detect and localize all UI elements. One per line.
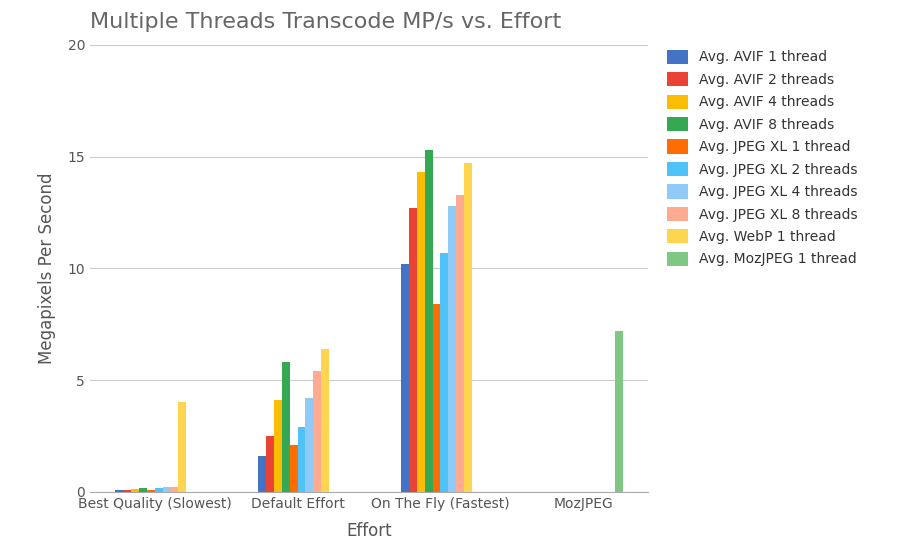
Bar <box>440 253 448 492</box>
Bar <box>409 208 417 492</box>
Bar <box>321 349 329 492</box>
Bar <box>290 445 298 492</box>
Bar <box>448 206 456 492</box>
Bar <box>139 488 147 492</box>
Bar <box>464 163 472 492</box>
Bar <box>298 427 305 492</box>
Text: Multiple Threads Transcode MP/s vs. Effort: Multiple Threads Transcode MP/s vs. Effo… <box>90 12 562 32</box>
Bar <box>401 264 409 492</box>
Bar <box>615 331 623 492</box>
Bar <box>170 487 178 492</box>
X-axis label: Effort: Effort <box>346 522 392 540</box>
Bar <box>274 400 282 492</box>
Bar <box>131 489 139 492</box>
Bar <box>163 487 170 492</box>
Bar <box>425 150 433 492</box>
Bar <box>313 371 321 492</box>
Y-axis label: Megapixels Per Second: Megapixels Per Second <box>39 173 57 364</box>
Legend: Avg. AVIF 1 thread, Avg. AVIF 2 threads, Avg. AVIF 4 threads, Avg. AVIF 8 thread: Avg. AVIF 1 thread, Avg. AVIF 2 threads,… <box>661 42 865 273</box>
Bar <box>155 488 163 492</box>
Bar <box>305 398 313 492</box>
Bar <box>456 195 464 492</box>
Bar <box>123 490 131 492</box>
Bar <box>417 172 425 492</box>
Bar <box>258 456 266 492</box>
Bar <box>147 490 155 492</box>
Bar <box>433 304 440 492</box>
Bar <box>282 362 290 492</box>
Bar <box>178 402 186 492</box>
Bar <box>115 490 123 492</box>
Bar <box>266 436 274 492</box>
